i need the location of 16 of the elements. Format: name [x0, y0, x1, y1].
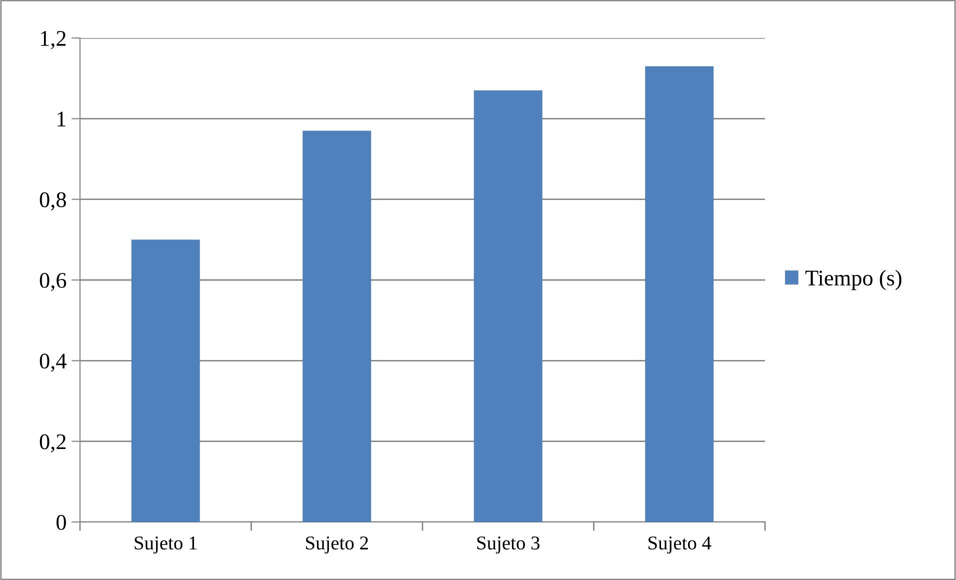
x-tick-label: Sujeto 4	[648, 536, 712, 554]
legend-label: Tiempo (s)	[805, 270, 902, 290]
y-tick-label: 0,8	[40, 192, 66, 210]
bar	[645, 66, 714, 522]
y-tick-label: 0	[56, 514, 66, 530]
bar	[302, 130, 372, 522]
x-tick-label: Sujeto 1	[134, 536, 197, 554]
bar	[474, 90, 542, 522]
x-tick-label: Sujeto 3	[477, 536, 540, 554]
bar	[131, 240, 200, 522]
y-tick-label: 1	[58, 112, 66, 126]
y-tick-label: 0,2	[40, 434, 66, 452]
y-tick-label: 0,4	[40, 354, 66, 372]
y-tick-label: 1,2	[40, 30, 66, 50]
y-tick-label: 0,6	[40, 272, 66, 292]
x-tick-label: Sujeto 2	[306, 536, 368, 554]
